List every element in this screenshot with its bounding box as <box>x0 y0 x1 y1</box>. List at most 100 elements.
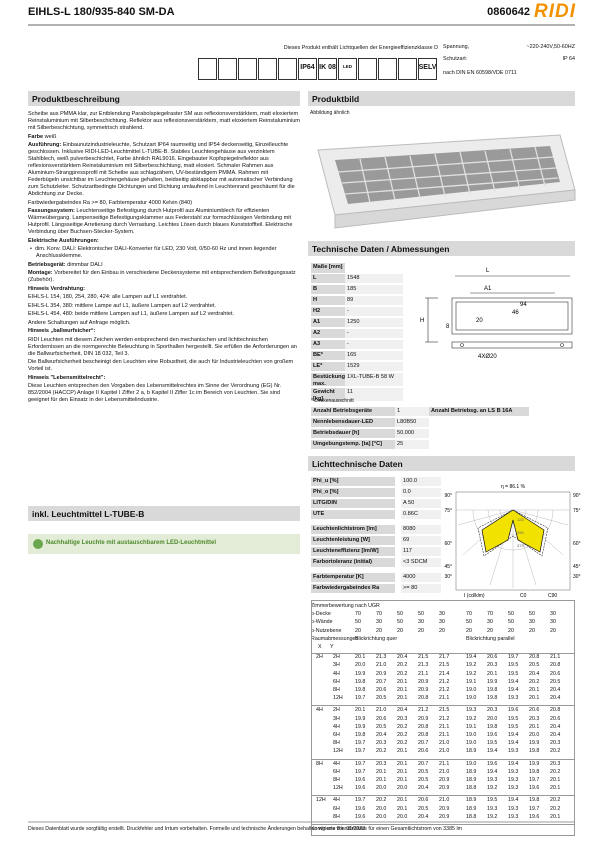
refl-value: 50 <box>508 619 514 626</box>
text: weiß <box>44 133 57 140</box>
table-rule <box>311 705 575 707</box>
paragraph: RIDI Leuchten mit diesem Zeichen werden … <box>28 337 300 358</box>
ugr-value: 21.0 <box>439 797 450 804</box>
ugr-value: 19.6 <box>487 732 498 738</box>
ugr-value: 20.2 <box>397 740 408 747</box>
heading: Hinweis „ballwurfsicher“: <box>28 328 96 334</box>
photometric-value: 69 <box>401 536 441 546</box>
ugr-value: 20.0 <box>397 813 408 820</box>
dim-value: 1250 <box>345 318 403 328</box>
ugr-value: 19.8 <box>529 748 540 755</box>
angle-label: 45° <box>444 564 452 570</box>
paragraph: • dim. Konv. DALI: Elektronischer DALI-Ko… <box>28 246 300 260</box>
dim-value: 1529 <box>345 362 403 372</box>
ugr-value: 21.1 <box>439 723 450 730</box>
paragraph: Die Ballwurfsicherheit bescheinigt den L… <box>28 359 300 373</box>
ugr-value: 19.6 <box>529 813 540 820</box>
paragraph: Betriebsgerät: dimmbar DALI <box>28 262 300 269</box>
label: Farbe <box>28 133 44 140</box>
ugr-value: 20.2 <box>397 670 408 677</box>
article-number: 0860642 <box>487 6 530 18</box>
gear-label: Anzahl Betriebsgeräte <box>311 407 395 417</box>
ugr-value: 19.9 <box>355 715 366 722</box>
ugr-value: 19.5 <box>508 670 519 677</box>
icon-box <box>298 58 317 80</box>
caption: Abbildung ähnlich <box>310 110 350 116</box>
paragraph: Farbe weiß <box>28 134 300 141</box>
refl-value: 20 <box>355 627 361 634</box>
ugr-value: 20.3 <box>376 760 387 767</box>
ugr-value: 19.3 <box>508 777 519 783</box>
ugr-value: 19.2 <box>466 715 477 722</box>
angle-label: 75° <box>444 508 452 514</box>
radius-label: 250 <box>517 530 524 535</box>
ugr-value: 19.1 <box>466 678 477 685</box>
icon-box <box>418 58 437 80</box>
ugr-value: 20.2 <box>397 662 408 669</box>
dim-label: Gewicht [kg] <box>311 388 345 402</box>
ugr-value: 19.9 <box>529 760 540 767</box>
direction-label: Blickrichtung parallel <box>466 635 515 642</box>
dimension-label: 20 <box>476 318 483 324</box>
ugr-value: 20.1 <box>529 687 540 693</box>
icon-label: IP64 <box>300 64 315 71</box>
table-frame <box>311 600 575 836</box>
room-x: 8H <box>316 760 323 767</box>
ugr-value: 19.4 <box>466 654 477 661</box>
dim-label: H <box>311 296 345 306</box>
ugr-value: 19.7 <box>355 760 366 767</box>
paragraph: Hinweis Verdrahtung: <box>28 286 300 293</box>
ugr-value: 21.0 <box>376 707 387 714</box>
ugr-value: 20.1 <box>397 760 408 767</box>
dimension-label: 8 <box>446 324 450 330</box>
ugr-value: 19.4 <box>487 768 498 775</box>
ugr-value: 18.9 <box>466 797 477 804</box>
angle-label: 75° <box>573 508 581 514</box>
dim-value: - <box>345 340 403 350</box>
refl-value: 70 <box>376 611 382 618</box>
ugr-title: Zimmerbewertung nach UGR <box>311 603 380 609</box>
text: Die Ballwurfsicherheit bescheinigt den L… <box>28 359 294 372</box>
ugr-value: 20.3 <box>487 707 498 714</box>
ugr-value: 18.8 <box>466 813 477 820</box>
ugr-value: 20.1 <box>376 768 387 775</box>
ugr-value: 20.5 <box>418 805 429 812</box>
icon-label: LED <box>343 64 352 69</box>
ugr-value: 20.3 <box>397 715 408 722</box>
photometric-value: <3 SDCM <box>401 558 441 568</box>
dim-label: H2 <box>311 307 345 317</box>
section-title: inkl. Leuchtmittel L-TUBE-B <box>28 506 300 521</box>
radius-label: 375 <box>517 543 524 548</box>
ugr-value: 20.8 <box>418 695 429 702</box>
dimension-label: 46 <box>512 310 519 316</box>
ugr-value: 19.0 <box>466 695 477 702</box>
room-y: 6H <box>333 732 340 738</box>
text: Scheibe aus PMMA klar, zur Entblendung P… <box>28 111 300 131</box>
text: EIHLS-L 354, 380: mittlere Lampe auf L1,… <box>28 302 216 309</box>
gear-label: Nennlebensdauer-LED <box>311 418 395 428</box>
refl-value: 70 <box>466 611 472 618</box>
photometric-label: LITG/DIN <box>311 499 395 509</box>
refl-value: 20 <box>466 627 472 634</box>
ugr-value: 20.2 <box>529 678 540 685</box>
room-y: 8H <box>333 777 340 783</box>
refl-value: 50 <box>529 611 535 618</box>
ugr-value: 20.1 <box>397 687 408 693</box>
ugr-value: 20.9 <box>418 715 429 722</box>
icon-label: SELV <box>418 64 437 71</box>
product-title: EIHLS-L 180/935-840 SM-DA <box>28 6 175 18</box>
refl-value: 20 <box>508 627 514 634</box>
room-x: 4H <box>316 707 323 714</box>
efficiency: η = 86.1 % <box>501 484 526 490</box>
ugr-value: 20.1 <box>397 768 408 775</box>
paragraph: Scheibe aus PMMA klar, zur Entblendung P… <box>28 111 300 132</box>
ugr-value: 19.6 <box>487 760 498 767</box>
refl-value: 20 <box>487 627 493 634</box>
ugr-value: 20.4 <box>376 732 387 738</box>
paragraph: Montage: Vorbereitet für den Einbau in v… <box>28 270 300 284</box>
ugr-value: 20.3 <box>487 662 498 669</box>
ugr-value: 20.1 <box>550 813 561 820</box>
paragraph: Farbwiedergabeindex Ra >= 80, Farbtemper… <box>28 200 300 207</box>
ugr-value: 20.1 <box>376 777 387 783</box>
